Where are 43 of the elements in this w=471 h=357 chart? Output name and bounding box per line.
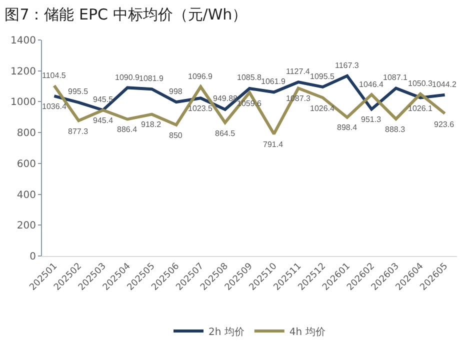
data-label: 1081.9 — [139, 74, 164, 83]
data-label: 923.6 — [434, 120, 455, 129]
data-label: 1085.8 — [237, 73, 262, 82]
y-tick-label: 0 — [30, 252, 36, 262]
data-label: 886.4 — [117, 125, 138, 134]
data-label: 1087.1 — [383, 73, 408, 82]
data-label: 888.3 — [385, 125, 406, 134]
data-label: 1026.4 — [310, 104, 336, 113]
data-label: 1026.1 — [408, 104, 434, 113]
y-tick-label: 1000 — [10, 97, 36, 108]
y-tick-label: 1200 — [10, 66, 36, 78]
y-tick-label: 800 — [16, 128, 36, 140]
data-label: 1023.5 — [188, 104, 214, 113]
data-label: 945.5 — [93, 95, 114, 104]
legend-label: 4h 均价 — [289, 326, 326, 338]
data-label: 949.88 — [213, 94, 238, 103]
data-label: 951.3 — [361, 115, 382, 124]
y-tick-label: 200 — [16, 220, 36, 232]
y-tick-label: 600 — [16, 158, 36, 170]
y-tick-label: 400 — [16, 190, 36, 201]
data-label: 1104.5 — [42, 71, 66, 80]
data-label: 898.4 — [337, 123, 358, 132]
data-label: 1127.4 — [286, 67, 310, 76]
data-label: 998 — [169, 87, 183, 96]
data-label: 877.3 — [68, 127, 89, 136]
data-label: 945.4 — [93, 116, 114, 125]
data-label: 1036.4 — [42, 102, 68, 111]
data-label: 1050.3 — [408, 79, 434, 88]
data-label: 995.5 — [68, 87, 89, 96]
data-label: 1167.3 — [335, 61, 360, 70]
data-label: 1095.5 — [310, 72, 336, 81]
data-label: 918.2 — [141, 120, 162, 129]
data-label: 1044.2 — [432, 80, 458, 89]
data-label: 1046.4 — [359, 80, 384, 89]
data-label: 1096.9 — [188, 72, 214, 81]
chart-title: 图7：储能 EPC 中标均价（元/Wh） — [4, 5, 248, 24]
legend-label: 2h 均价 — [208, 326, 244, 338]
data-label: 850 — [169, 131, 183, 140]
data-label: 864.5 — [215, 129, 236, 138]
data-label: 1090.9 — [115, 73, 140, 82]
data-label: 1061.9 — [261, 77, 286, 86]
data-label: 791.4 — [263, 140, 284, 149]
y-tick-label: 1400 — [10, 36, 36, 46]
